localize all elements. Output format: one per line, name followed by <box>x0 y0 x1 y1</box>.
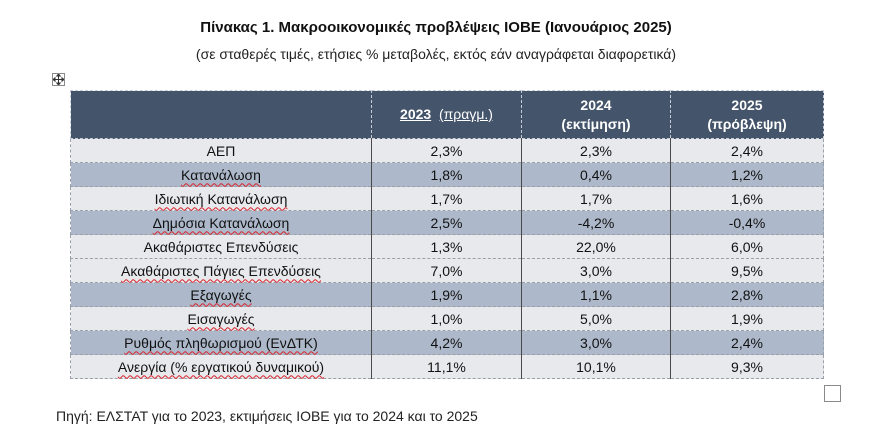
row-label: Ακαθάριστες Επενδύσεις <box>70 234 372 259</box>
header-year: 2023 <box>400 106 432 122</box>
header-cell-indicator <box>70 90 372 139</box>
table-row: Κατανάλωση 1,8% 0,4% 1,2% <box>70 162 824 187</box>
row-label: Εξαγωγές <box>70 282 372 307</box>
table-header-row: 2023 (πραγμ.) 2024 (εκτίμηση) 2025 (πρόβ… <box>70 90 824 139</box>
row-label: Ακαθάριστες Πάγιες Επενδύσεις <box>70 258 372 283</box>
table-row: Ρυθμός πληθωρισμού (ΕνΔΤΚ) 4,2% 3,0% 2,4… <box>70 330 824 355</box>
header-note: (εκτίμηση) <box>561 115 631 132</box>
cell-2023: 1,0% <box>371 306 522 331</box>
row-label: Ρυθμός πληθωρισμού (ΕνΔΤΚ) <box>70 330 372 355</box>
cell-2023: 11,1% <box>371 354 522 379</box>
cell-2024: -4,2% <box>521 210 671 235</box>
row-label-text: Ιδιωτική Κατανάλωση <box>154 190 288 207</box>
header-cell-2023: 2023 (πραγμ.) <box>371 90 522 139</box>
table-row: Δημόσια Κατανάλωση 2,5% -4,2% -0,4% <box>70 210 824 235</box>
header-year: 2025 <box>731 96 763 113</box>
table-row: ΑΕΠ 2,3% 2,3% 2,4% <box>70 138 824 163</box>
row-label: Δημόσια Κατανάλωση <box>70 210 372 235</box>
row-label-text: Ρυθμός πληθωρισμού (ΕνΔΤΚ) <box>124 334 318 351</box>
cell-2025: 2,4% <box>670 330 824 355</box>
cell-2023: 1,9% <box>371 282 522 307</box>
table-row: Ακαθάριστες Πάγιες Επενδύσεις 7,0% 3,0% … <box>70 258 824 283</box>
cell-2025: 1,2% <box>670 162 824 187</box>
row-label-text: Εξαγωγές <box>190 286 252 303</box>
header-year: 2024 <box>580 96 612 113</box>
row-label-text: Κατανάλωση <box>181 166 261 183</box>
cell-2024: 5,0% <box>521 306 671 331</box>
cell-2025: 2,4% <box>670 138 824 163</box>
row-label: Ιδιωτική Κατανάλωση <box>70 186 372 211</box>
cell-2024: 1,7% <box>521 186 671 211</box>
row-label-text: Ανεργία (% εργατικού δυναμικού) <box>117 358 325 375</box>
cell-2025: 6,0% <box>670 234 824 259</box>
cell-2024: 3,0% <box>521 330 671 355</box>
cell-2023: 1,3% <box>371 234 522 259</box>
cell-2025: 2,8% <box>670 282 824 307</box>
table-row: Ανεργία (% εργατικού δυναμικού) 11,1% 10… <box>70 354 824 379</box>
header-cell-2025: 2025 (πρόβλεψη) <box>670 90 824 139</box>
row-label-text: Δημόσια Κατανάλωση <box>152 214 290 231</box>
row-label: Κατανάλωση <box>70 162 372 187</box>
table-resize-handle-icon[interactable] <box>824 385 841 402</box>
header-note: (πρόβλεψη) <box>707 115 787 132</box>
cell-2023: 1,7% <box>371 186 522 211</box>
cell-2024: 10,1% <box>521 354 671 379</box>
header-cell-2024: 2024 (εκτίμηση) <box>521 90 671 139</box>
cell-2023: 2,3% <box>371 138 522 163</box>
cell-2023: 2,5% <box>371 210 522 235</box>
document-subtitle: (σε σταθερές τιμές, ετήσιες % μεταβολές,… <box>195 46 677 62</box>
cell-2023: 7,0% <box>371 258 522 283</box>
table-move-handle-icon[interactable] <box>52 73 65 86</box>
cell-2024: 1,1% <box>521 282 671 307</box>
table-row: Ακαθάριστες Επενδύσεις 1,3% 22,0% 6,0% <box>70 234 824 259</box>
cell-2024: 0,4% <box>521 162 671 187</box>
cell-2023: 4,2% <box>371 330 522 355</box>
table-row: Εισαγωγές 1,0% 5,0% 1,9% <box>70 306 824 331</box>
cell-2025: 1,9% <box>670 306 824 331</box>
table-row: Εξαγωγές 1,9% 1,1% 2,8% <box>70 282 824 307</box>
source-note: Πηγή: ΕΛΣΤΑΤ για το 2023, εκτιμήσεις ΙΟΒ… <box>56 408 478 424</box>
cell-2025: 9,5% <box>670 258 824 283</box>
cell-2025: 9,3% <box>670 354 824 379</box>
row-label-text: Ακαθάριστες Πάγιες Επενδύσεις <box>121 262 321 279</box>
header-note: (πραγμ.) <box>438 106 493 122</box>
cell-2024: 2,3% <box>521 138 671 163</box>
cell-2024: 22,0% <box>521 234 671 259</box>
four-way-arrows-icon <box>53 74 64 85</box>
row-label: Εισαγωγές <box>70 306 372 331</box>
cell-2024: 3,0% <box>521 258 671 283</box>
row-label-text: Εισαγωγές <box>187 310 255 327</box>
row-label: ΑΕΠ <box>70 138 372 163</box>
forecast-table: 2023 (πραγμ.) 2024 (εκτίμηση) 2025 (πρόβ… <box>70 90 824 379</box>
cell-2025: -0,4% <box>670 210 824 235</box>
cell-2025: 1,6% <box>670 186 824 211</box>
document-title: Πίνακας 1. Μακροοικονομικές προβλέψεις Ι… <box>200 19 672 36</box>
row-label: Ανεργία (% εργατικού δυναμικού) <box>70 354 372 379</box>
table-row: Ιδιωτική Κατανάλωση 1,7% 1,7% 1,6% <box>70 186 824 211</box>
cell-2023: 1,8% <box>371 162 522 187</box>
